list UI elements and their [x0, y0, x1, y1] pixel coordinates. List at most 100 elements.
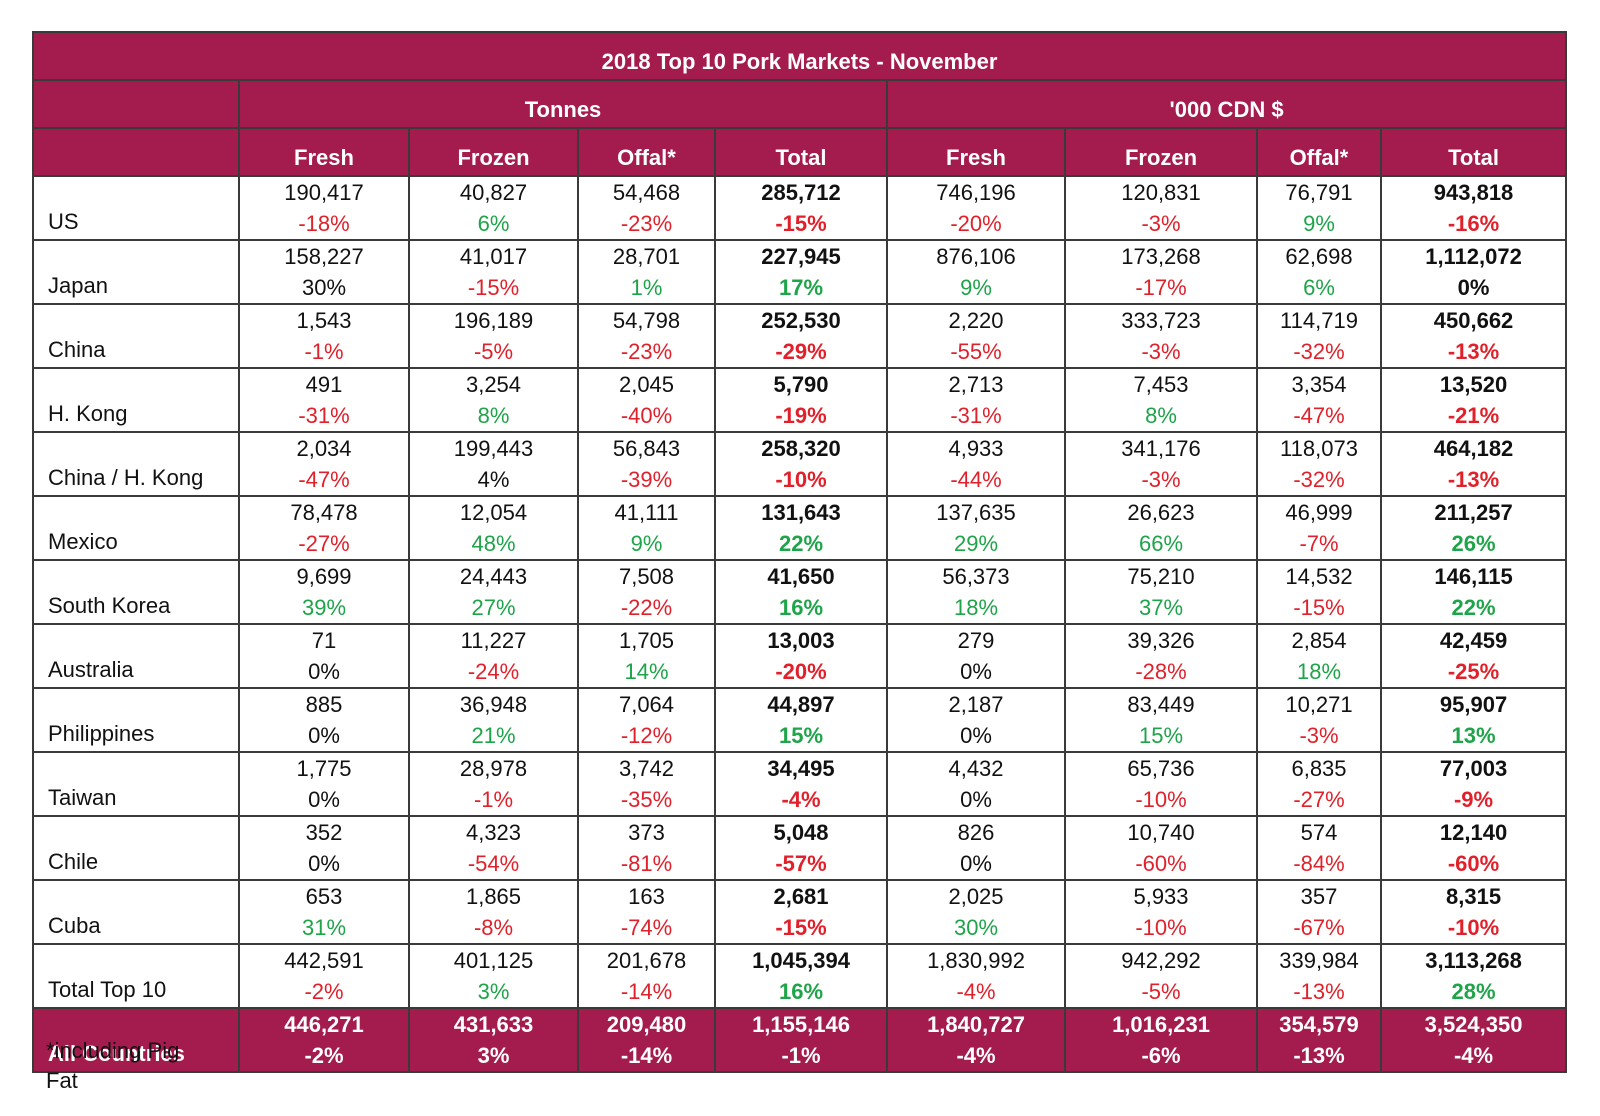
cell-percent-change: 0%	[960, 787, 992, 812]
cell-value: 1,840,727	[927, 1012, 1025, 1037]
data-cell: 40,827 6%	[408, 175, 579, 241]
pork-markets-table: 2018 Top 10 Pork Markets - November Tonn…	[31, 31, 1568, 1073]
column-header: Frozen	[408, 127, 579, 177]
data-cell: 137,635 29%	[886, 495, 1066, 561]
cell-percent-change: -84%	[1293, 851, 1345, 876]
cell-value: 1,016,231	[1112, 1012, 1210, 1037]
data-cell: 4,432 0%	[886, 751, 1066, 817]
cell-value: 196,189	[453, 308, 534, 333]
cell-percent-change: -29%	[775, 339, 827, 364]
cell-percent-change: -8%	[473, 915, 514, 940]
cell-value: 5,790	[773, 372, 829, 397]
data-cell: 333,723 -3%	[1064, 303, 1258, 369]
data-cell: 1,543 -1%	[238, 303, 410, 369]
data-cell: 201,678 -14%	[577, 943, 716, 1009]
cell-percent-change: 0%	[308, 659, 340, 684]
cell-percent-change: -67%	[1293, 915, 1345, 940]
cell-value: 56,373	[942, 564, 1010, 589]
cell-value: 54,798	[612, 308, 681, 333]
cell-value: 6,835	[1291, 756, 1347, 781]
cell-value: 10,271	[1285, 692, 1353, 717]
cell-percent-change: -24%	[467, 659, 520, 684]
cell-value: 885	[305, 692, 343, 717]
data-cell: 199,443 4%	[408, 431, 579, 497]
cell-value: 158,227	[284, 244, 364, 269]
cell-value: 13,003	[767, 628, 835, 653]
data-cell: 1,016,231 -6%	[1064, 1007, 1258, 1073]
column-header: Fresh	[886, 127, 1066, 177]
data-cell: 14,532 -15%	[1256, 559, 1382, 625]
data-cell: 28,978 -1%	[408, 751, 579, 817]
data-cell: 3,742 -35%	[577, 751, 716, 817]
data-cell: 76,791 9%	[1256, 175, 1382, 241]
data-cell: 131,643 22%	[714, 495, 888, 561]
cell-percent-change: 29%	[953, 531, 999, 556]
data-cell: 285,712 -15%	[714, 175, 888, 241]
cell-percent-change: 16%	[778, 595, 824, 620]
data-cell: 62,698 6%	[1256, 239, 1382, 305]
cell-percent-change: -13%	[1447, 467, 1500, 492]
cell-percent-change: -13%	[1293, 979, 1345, 1004]
cell-percent-change: -10%	[775, 467, 827, 492]
data-cell: 4,323 -54%	[408, 815, 579, 881]
cell-percent-change: 21%	[471, 723, 516, 748]
cell-percent-change: 9%	[630, 531, 663, 556]
data-cell: 12,054 48%	[408, 495, 579, 561]
cell-value: 77,003	[1439, 756, 1508, 781]
cell-value: 190,417	[284, 180, 364, 205]
table-row: South Korea 9,699 39% 24,443 27% 7,508 -22% 41,…	[32, 559, 1568, 625]
data-cell: 442,591 -2%	[238, 943, 410, 1009]
data-cell: 39,326 -28%	[1064, 623, 1258, 689]
cell-percent-change: -3%	[1141, 467, 1181, 492]
data-cell: 65,736 -10%	[1064, 751, 1258, 817]
column-header: Total	[1379, 127, 1568, 177]
cell-value: 4,933	[948, 436, 1004, 461]
cell-percent-change: -18%	[298, 211, 350, 236]
data-cell: 163 -74%	[577, 879, 716, 945]
cell-value: 746,196	[936, 180, 1016, 205]
cell-value: 2,025	[948, 884, 1004, 909]
pork-markets-table-container: 2018 Top 10 Pork Markets - November Tonn…	[31, 31, 1568, 1073]
country-name: Philippines	[32, 687, 240, 753]
cell-value: 118,073	[1280, 436, 1358, 461]
data-cell: 574 -84%	[1256, 815, 1382, 881]
cell-percent-change: 15%	[1138, 723, 1184, 748]
cell-percent-change: -15%	[467, 275, 520, 300]
data-cell: 114,719 -32%	[1256, 303, 1382, 369]
data-cell: 3,524,350 -4%	[1379, 1007, 1568, 1073]
cell-percent-change: 0%	[960, 851, 992, 876]
cell-percent-change: 3%	[477, 979, 510, 1004]
cell-value: 357	[1300, 884, 1338, 909]
table-row: China 1,543 -1% 196,189 -5% 54,798 -23% 252,530…	[32, 303, 1568, 369]
cell-percent-change: -32%	[1293, 467, 1345, 492]
cell-percent-change: -32%	[1293, 339, 1345, 364]
data-cell: 28,701 1%	[577, 239, 716, 305]
country-name: Chile	[32, 815, 240, 881]
cell-percent-change: -16%	[1447, 211, 1500, 236]
cell-percent-change: -27%	[1293, 787, 1345, 812]
cell-value: 3,113,268	[1425, 948, 1522, 973]
cell-percent-change: -2%	[304, 979, 344, 1004]
cell-value: 826	[957, 820, 995, 845]
cell-value: 146,115	[1434, 564, 1513, 589]
data-cell: 352 0%	[238, 815, 410, 881]
cell-percent-change: -7%	[1299, 531, 1339, 556]
cell-percent-change: -31%	[950, 403, 1002, 428]
cell-percent-change: -47%	[1293, 403, 1345, 428]
header-blank	[32, 79, 240, 129]
cell-percent-change: -60%	[1135, 851, 1187, 876]
data-cell: 34,495 -4%	[714, 751, 888, 817]
cell-value: 2,187	[948, 692, 1004, 717]
cell-value: 12,054	[459, 500, 528, 525]
data-cell: 75,210 37%	[1064, 559, 1258, 625]
cell-percent-change: -2%	[304, 1043, 344, 1068]
data-cell: 464,182 -13%	[1379, 431, 1568, 497]
cell-value: 13,520	[1439, 372, 1508, 397]
cell-percent-change: -3%	[1299, 723, 1339, 748]
cell-percent-change: -1%	[304, 339, 344, 364]
data-cell: 3,254 8%	[408, 367, 579, 433]
cell-value: 653	[305, 884, 343, 909]
cell-value: 876,106	[936, 244, 1016, 269]
data-cell: 41,017 -15%	[408, 239, 579, 305]
data-cell: 1,830,992 -4%	[886, 943, 1066, 1009]
